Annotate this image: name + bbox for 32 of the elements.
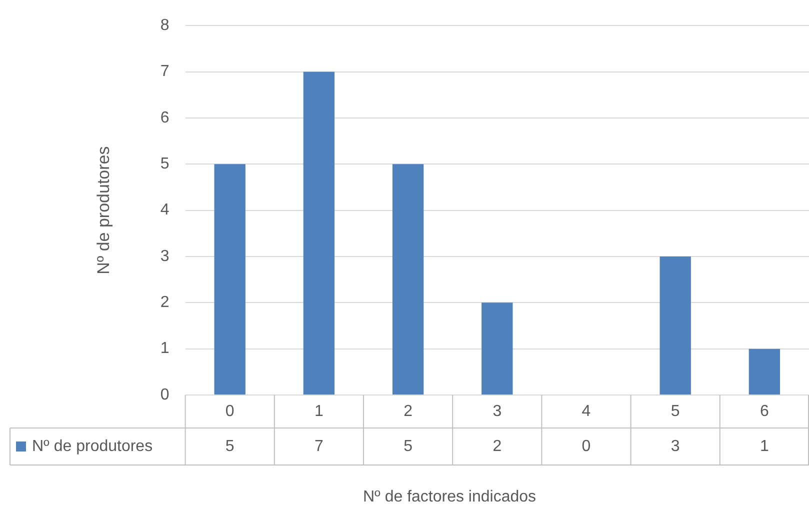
data-label: 5 — [225, 438, 234, 455]
x-tick-label: 0 — [225, 402, 234, 420]
bar — [214, 164, 246, 394]
y-tick-label: 1 — [160, 340, 170, 358]
bar — [303, 72, 335, 394]
y-tick-label: 3 — [160, 248, 170, 265]
bar — [482, 302, 513, 394]
y-tick-label: 7 — [160, 63, 170, 80]
y-tick-label: 0 — [160, 386, 170, 404]
data-label: 1 — [760, 438, 769, 455]
legend-label: Nº de produtores — [32, 438, 153, 455]
y-tick-label: 8 — [160, 17, 170, 34]
x-tick-label: 3 — [492, 402, 502, 420]
y-tick-label: 4 — [160, 202, 170, 219]
y-tick-label: 5 — [160, 156, 170, 173]
x-tick-label: 5 — [670, 402, 680, 420]
x-tick-label: 4 — [582, 402, 591, 420]
bar — [392, 164, 424, 394]
data-label: 0 — [582, 438, 591, 455]
y-axis-title: Nº de produtores — [94, 146, 113, 274]
data-label: 3 — [670, 438, 680, 455]
x-tick-label: 6 — [760, 402, 769, 420]
bar — [660, 256, 691, 394]
x-axis-title: Nº de factores indicados — [362, 488, 536, 506]
y-tick-label: 2 — [160, 294, 170, 312]
data-label: 5 — [404, 438, 413, 455]
bar — [748, 348, 780, 394]
y-tick-label: 6 — [160, 109, 170, 126]
x-tick-label: 1 — [314, 402, 324, 420]
data-label: 2 — [492, 438, 502, 455]
x-tick-label: 2 — [404, 402, 413, 420]
data-label: 7 — [314, 438, 324, 455]
